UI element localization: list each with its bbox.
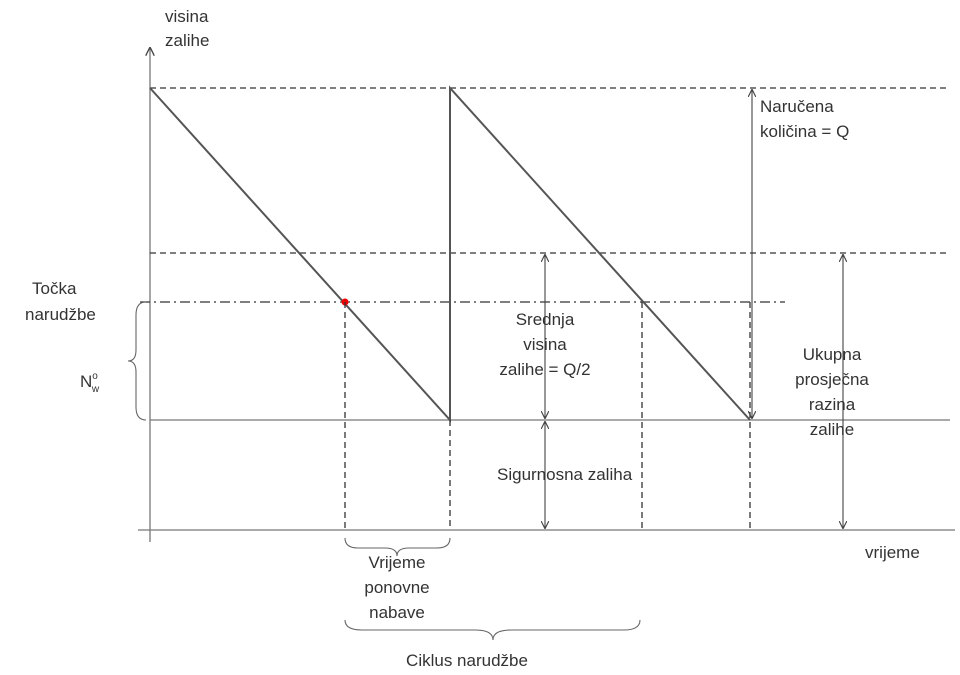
reorder-label: narudžbe	[25, 305, 96, 324]
symbol: N	[80, 372, 92, 391]
x-label: vrijeme	[865, 543, 920, 562]
sup: o	[92, 371, 98, 382]
safety-label: Sigurnosna zaliha	[497, 465, 633, 484]
total-label: prosječna	[795, 370, 869, 389]
y-label: visina	[165, 7, 209, 26]
reorder-brace	[127, 301, 147, 421]
quantity-label: količina = Q	[760, 122, 849, 141]
reorder-symbol: No w	[80, 371, 100, 395]
total-label: zalihe	[810, 420, 854, 439]
total-label: Ukupna	[803, 345, 862, 364]
lead-label: Vrijeme	[369, 553, 426, 572]
reorder-label: Točka	[32, 279, 77, 298]
sub: w	[91, 384, 100, 395]
inventory-sawtooth	[149, 85, 751, 423]
total-label: razina	[809, 395, 856, 414]
lead-label: nabave	[369, 603, 425, 622]
y-label: zalihe	[165, 31, 209, 50]
lead-label: ponovne	[364, 578, 429, 597]
lead-brace	[344, 537, 451, 557]
average-label: zalihe = Q/2	[499, 360, 590, 379]
quantity-label: Naručena	[760, 97, 834, 116]
average-label: visina	[523, 335, 567, 354]
cycle-brace	[344, 619, 641, 641]
average-label: Srednja	[516, 310, 575, 329]
cycle-label: Ciklus narudžbe	[406, 651, 528, 670]
